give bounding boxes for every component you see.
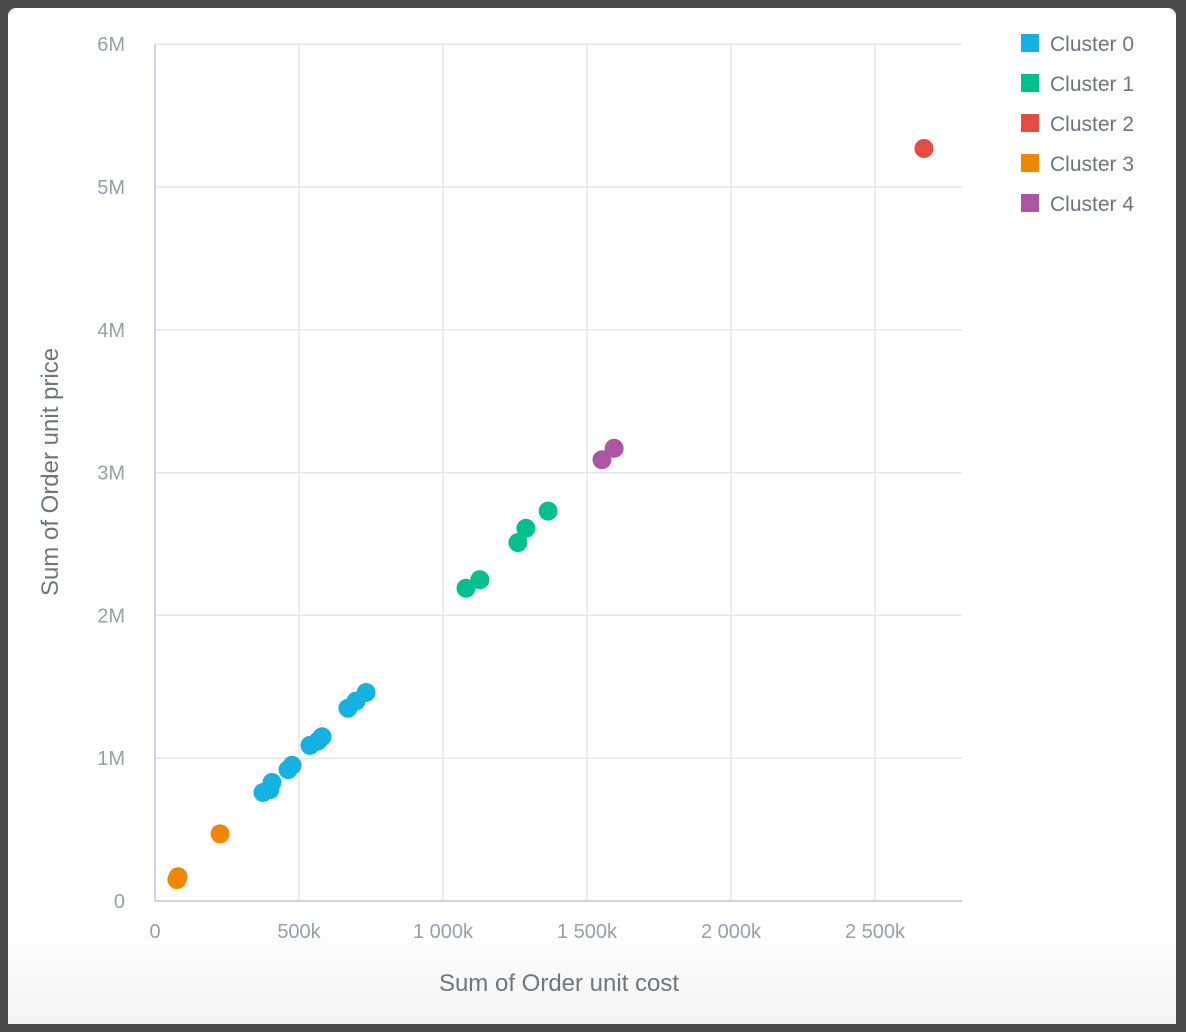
data-point[interactable] [168,867,188,887]
data-point[interactable] [262,772,282,792]
y-tick-label: 5M [97,177,125,199]
legend: Cluster 0 Cluster 1 Cluster 2 Cluster 3 Clus… [1021,33,1134,216]
data-point[interactable] [516,518,536,538]
legend-swatch-icon [1021,74,1039,92]
legend-swatch-icon [1021,34,1039,52]
legend-item[interactable]: Cluster 2 [1021,113,1134,136]
x-tick-label: 1 000k [413,921,474,943]
data-point[interactable] [456,578,476,598]
data-point[interactable] [508,533,528,553]
data-point[interactable] [470,570,490,590]
series-cluster-0 [253,683,376,802]
y-tick-label: 2M [97,605,125,627]
legend-label: Cluster 1 [1050,73,1134,96]
legend-item[interactable]: Cluster 3 [1021,153,1134,176]
series-cluster-4 [592,438,624,470]
axes [154,44,962,902]
y-axis-ticks: 0 1M 2M 3M 4M 5M 6M [97,34,125,913]
y-axis-title: Sum of Order unit price [37,348,64,596]
legend-item[interactable]: Cluster 1 [1021,73,1134,96]
legend-item[interactable]: Cluster 0 [1021,33,1134,56]
data-points [167,138,934,890]
series-cluster-1 [456,501,558,598]
legend-swatch-icon [1021,114,1039,132]
legend-label: Cluster 0 [1050,33,1134,56]
legend-label: Cluster 2 [1050,113,1134,136]
data-point[interactable] [356,683,376,703]
legend-item[interactable]: Cluster 4 [1021,193,1134,216]
grid-lines [155,43,962,901]
data-point[interactable] [312,727,332,747]
data-point[interactable] [538,501,558,521]
x-tick-label: 500k [277,921,321,943]
x-axis-ticks: 0 500k 1 000k 1 500k 2 000k 2 500k [149,921,906,943]
x-tick-label: 2 500k [845,921,906,943]
data-point[interactable] [592,450,612,470]
legend-label: Cluster 3 [1050,153,1134,176]
y-tick-label: 6M [97,34,125,56]
x-tick-label: 0 [149,921,160,943]
x-axis-title: Sum of Order unit cost [439,970,679,997]
legend-swatch-icon [1021,154,1039,172]
chart-frame [8,8,1176,1024]
y-tick-label: 4M [97,320,125,342]
y-tick-label: 1M [97,748,125,770]
legend-swatch-icon [1021,194,1039,212]
series-cluster-2 [914,138,934,158]
y-tick-label: 3M [97,463,125,485]
x-tick-label: 2 000k [701,921,762,943]
data-point[interactable] [604,438,624,458]
legend-label: Cluster 4 [1050,193,1134,216]
data-point[interactable] [282,755,302,775]
y-tick-label: 0 [114,891,125,913]
x-tick-label: 1 500k [557,921,618,943]
data-point[interactable] [914,138,934,158]
data-point[interactable] [210,824,230,844]
series-cluster-3 [167,824,230,890]
